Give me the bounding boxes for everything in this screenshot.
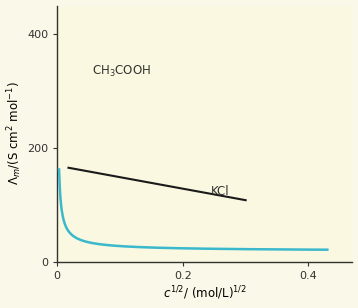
Y-axis label: $\Lambda_m$/(S cm$^2$ mol$^{-1}$): $\Lambda_m$/(S cm$^2$ mol$^{-1}$) bbox=[6, 82, 24, 185]
Text: CH$_3$COOH: CH$_3$COOH bbox=[92, 63, 151, 79]
Text: KCl: KCl bbox=[211, 185, 230, 198]
X-axis label: $c^{1/2}$/ (mol/L)$^{1/2}$: $c^{1/2}$/ (mol/L)$^{1/2}$ bbox=[163, 285, 247, 302]
